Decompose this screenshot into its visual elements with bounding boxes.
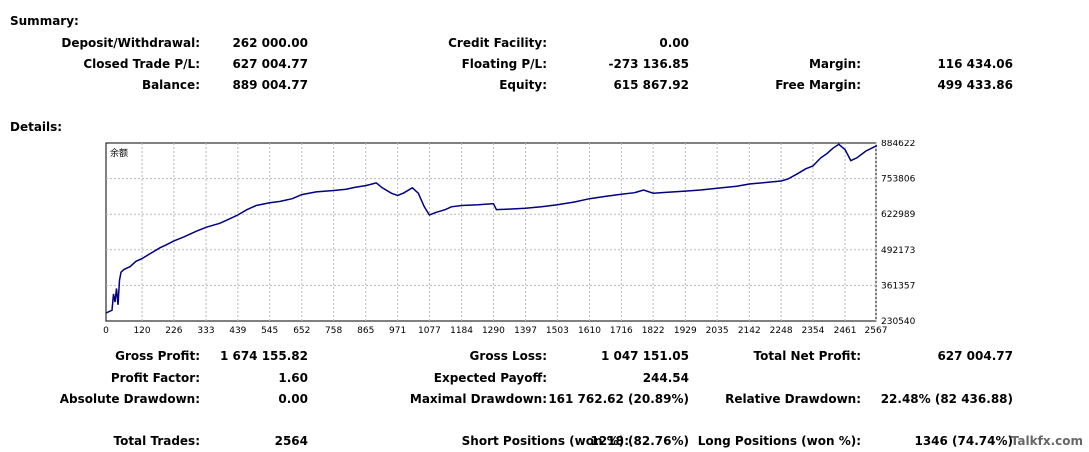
y-tick-label: 361357 — [881, 281, 915, 291]
maximal-drawdown-label: Maximal Drawdown: — [409, 392, 547, 406]
x-tick-label: 1184 — [450, 326, 473, 336]
x-tick-label: 439 — [229, 326, 246, 336]
floating-pl-label: Floating P/L: — [461, 57, 547, 71]
profit-factor-label: Profit Factor: — [110, 371, 200, 385]
closed-pl-value: 627 004.77 — [232, 57, 308, 71]
balance-label: Balance: — [141, 78, 200, 92]
gross-profit-label: Gross Profit: — [115, 349, 200, 363]
chart-legend-label: 余额 — [110, 147, 128, 159]
profit-factor-value: 1.60 — [278, 371, 308, 385]
credit-value: 0.00 — [659, 36, 689, 50]
expected-payoff-value: 244.54 — [642, 371, 689, 385]
chart-plot-area — [105, 142, 877, 322]
equity-label: Equity: — [499, 78, 547, 92]
x-tick-label: 545 — [261, 326, 278, 336]
x-tick-label: 2567 — [865, 326, 888, 336]
x-tick-label: 1290 — [482, 326, 505, 336]
y-tick-label: 622989 — [881, 210, 916, 220]
x-tick-label: 2035 — [706, 326, 729, 336]
closed-pl-label: Closed Trade P/L: — [83, 57, 200, 71]
x-tick-label: 2354 — [801, 326, 824, 336]
x-tick-label: 971 — [389, 326, 406, 336]
relative-drawdown-label: Relative Drawdown: — [725, 392, 861, 406]
y-tick-label: 884622 — [881, 140, 915, 149]
x-tick-label: 1077 — [418, 326, 441, 336]
x-tick-label: 2248 — [770, 326, 793, 336]
absolute-drawdown-label: Absolute Drawdown: — [59, 392, 200, 406]
gross-profit-value: 1 674 155.82 — [219, 349, 308, 363]
deposit-label: Deposit/Withdrawal: — [61, 36, 200, 50]
relative-drawdown-value: 22.48% (82 436.88) — [880, 392, 1013, 406]
x-tick-label: 1397 — [514, 326, 537, 336]
watermark-text: Talkfx.com — [1010, 434, 1083, 448]
equity-value: 615 867.92 — [613, 78, 689, 92]
balance-chart: 余额 0 120 226 333 439 545 652 758 865 971 1077 1184 1… — [103, 140, 916, 336]
balance-value: 889 004.77 — [232, 78, 308, 92]
margin-label: Margin: — [808, 57, 861, 71]
long-positions-label: Long Positions (won %): — [697, 434, 861, 448]
x-tick-label: 2142 — [738, 326, 761, 336]
x-tick-label: 120 — [133, 326, 150, 336]
absolute-drawdown-value: 0.00 — [278, 392, 308, 406]
floating-pl-value: -273 136.85 — [608, 57, 689, 71]
chart-grid — [106, 143, 877, 321]
short-positions-label: Short Positions (won %): — [461, 434, 629, 448]
x-tick-label: 1716 — [610, 326, 633, 336]
margin-value: 116 434.06 — [937, 57, 1013, 71]
expected-payoff-label: Expected Payoff: — [433, 371, 547, 385]
gross-loss-value: 1 047 151.05 — [600, 349, 689, 363]
y-axis-ticks: 230540 361357 492173 622989 753806 884622 — [881, 140, 916, 327]
x-tick-label: 1929 — [674, 326, 697, 336]
y-tick-label: 230540 — [881, 317, 916, 327]
x-tick-label: 652 — [293, 326, 310, 336]
total-trades-label: Total Trades: — [113, 434, 200, 448]
net-profit-label: Total Net Profit: — [753, 349, 861, 363]
x-tick-label: 758 — [325, 326, 342, 336]
net-profit-value: 627 004.77 — [937, 349, 1013, 363]
x-axis-ticks: 0 120 226 333 439 545 652 758 865 971 1077 1184 1290… — [103, 326, 887, 336]
total-trades-value: 2564 — [274, 434, 308, 448]
y-tick-label: 492173 — [881, 246, 915, 256]
x-tick-label: 1822 — [642, 326, 665, 336]
x-tick-label: 226 — [165, 326, 182, 336]
x-tick-label: 2461 — [834, 326, 857, 336]
deposit-value: 262 000.00 — [232, 36, 308, 50]
free-margin-value: 499 433.86 — [937, 78, 1013, 92]
x-tick-label: 0 — [103, 326, 109, 336]
free-margin-label: Free Margin: — [775, 78, 861, 92]
x-tick-label: 1503 — [546, 326, 569, 336]
short-positions-value: 1218 (82.76%) — [590, 434, 689, 448]
y-tick-label: 753806 — [881, 175, 916, 185]
x-tick-label: 333 — [197, 326, 214, 336]
x-tick-label: 865 — [357, 326, 374, 336]
maximal-drawdown-value: 161 762.62 (20.89%) — [548, 392, 689, 406]
summary-heading: Summary: — [10, 14, 79, 28]
gross-loss-label: Gross Loss: — [469, 349, 547, 363]
balance-series-line — [105, 143, 878, 314]
details-heading: Details: — [10, 120, 63, 134]
long-positions-value: 1346 (74.74%) — [914, 434, 1013, 448]
x-tick-label: 1610 — [578, 326, 601, 336]
credit-label: Credit Facility: — [448, 36, 547, 50]
